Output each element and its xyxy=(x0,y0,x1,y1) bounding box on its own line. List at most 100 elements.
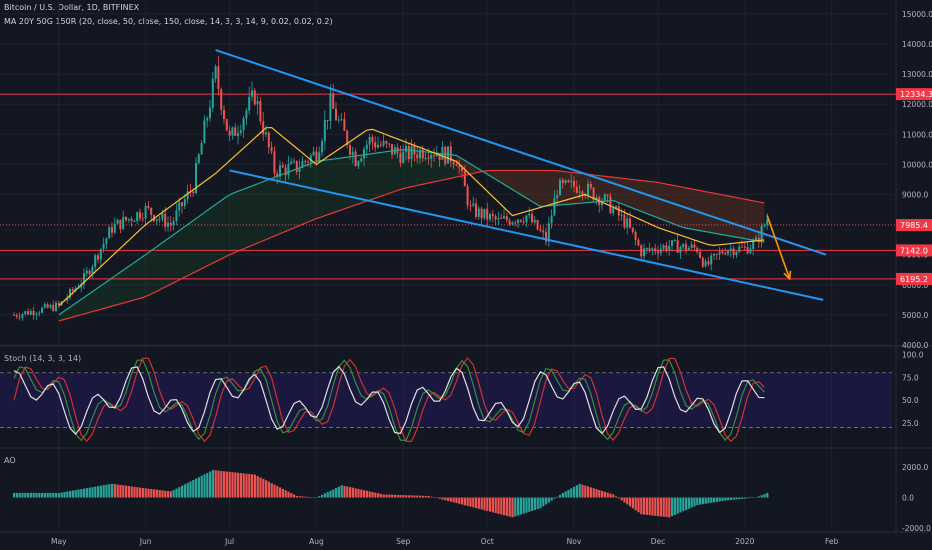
ao-bar xyxy=(88,487,91,498)
ao-bar xyxy=(662,497,665,517)
ao-bar xyxy=(290,493,293,498)
candle-body xyxy=(29,310,32,315)
candle-body xyxy=(463,171,466,187)
ao-bar xyxy=(615,496,618,498)
candle-body xyxy=(125,216,127,221)
ao-axis-tick: 2000.0 xyxy=(902,463,928,472)
candle-body xyxy=(181,202,183,206)
candle-body xyxy=(617,206,620,216)
ao-bar xyxy=(732,497,735,500)
candle-body xyxy=(206,118,209,121)
ao-bar xyxy=(637,497,640,513)
candle-body xyxy=(584,195,587,197)
ao-bar xyxy=(237,472,240,498)
ao-bar xyxy=(589,487,592,498)
candle-body xyxy=(304,161,307,163)
candle-body xyxy=(738,246,741,252)
ao-bar xyxy=(281,488,284,498)
candle-body xyxy=(550,215,553,224)
ao-bar xyxy=(133,486,136,498)
ao-bar xyxy=(108,484,111,498)
candle-body xyxy=(480,208,483,219)
candle-body xyxy=(561,180,564,183)
ao-bar xyxy=(547,497,550,503)
ao-bar xyxy=(357,488,360,498)
candle-body xyxy=(704,261,707,267)
candle-body xyxy=(654,248,657,252)
candle-body xyxy=(587,183,589,196)
ao-bar xyxy=(472,497,475,508)
ao-bar xyxy=(155,489,158,498)
ao-bar xyxy=(449,497,452,502)
ao-bar xyxy=(433,497,436,498)
candle-body xyxy=(111,227,113,233)
ao-bar xyxy=(323,493,326,498)
ao-bar xyxy=(704,497,707,504)
candle-body xyxy=(447,146,449,164)
ao-bar xyxy=(469,497,472,507)
candle-body xyxy=(97,255,99,260)
ao-bar xyxy=(150,489,153,498)
candle-body xyxy=(419,149,421,159)
ao-bar xyxy=(365,490,368,498)
price-label-box xyxy=(896,272,932,285)
candle-body xyxy=(679,247,682,253)
candle-body xyxy=(592,187,595,200)
candle-body xyxy=(377,144,379,148)
ao-bar xyxy=(391,494,394,498)
ao-bar xyxy=(312,497,315,498)
ao-bar xyxy=(332,489,335,498)
ao-bar xyxy=(480,497,483,510)
ma20-line xyxy=(58,126,765,307)
ao-bar xyxy=(486,497,489,511)
candle-body xyxy=(477,208,480,217)
ao-bar xyxy=(587,486,590,498)
price-axis-tick: 6000.0 xyxy=(902,281,928,290)
candle-body xyxy=(32,310,35,316)
candle-body xyxy=(85,270,88,274)
candle-body xyxy=(511,222,514,225)
candle-body xyxy=(220,89,223,110)
ao-bar xyxy=(531,497,534,511)
candle-body xyxy=(203,120,206,144)
candle-body xyxy=(724,253,727,255)
ao-bar xyxy=(477,497,480,509)
ao-bar xyxy=(766,492,769,498)
ao-bar xyxy=(626,497,629,505)
ao-bar xyxy=(413,495,416,498)
candle-body xyxy=(637,239,640,246)
candle-body xyxy=(612,208,615,214)
ao-bar xyxy=(421,495,424,498)
candle-body xyxy=(631,227,634,232)
ao-bar xyxy=(676,497,679,514)
ao-bar xyxy=(550,497,553,501)
candle-body xyxy=(662,245,665,249)
ao-bar xyxy=(223,471,226,498)
candle-body xyxy=(192,191,195,193)
candle-body xyxy=(368,136,371,145)
candle-body xyxy=(483,208,486,219)
candle-body xyxy=(318,152,321,162)
candle-body xyxy=(321,141,323,153)
candle-body xyxy=(15,314,18,317)
candle-body xyxy=(430,155,433,159)
price-label-box xyxy=(896,219,932,232)
candle-body xyxy=(309,155,312,163)
ao-bar xyxy=(699,497,702,505)
candle-body xyxy=(715,253,718,255)
candle-body xyxy=(169,222,172,226)
ao-bar xyxy=(130,486,133,498)
ao-bar xyxy=(125,485,128,498)
ao-bar xyxy=(396,494,399,498)
candle-body xyxy=(682,243,685,248)
candle-body xyxy=(349,145,351,155)
candle-body xyxy=(461,167,463,172)
ao-bar xyxy=(419,495,422,498)
ao-bar xyxy=(564,491,567,498)
candle-body xyxy=(718,251,721,255)
candle-body xyxy=(578,191,581,193)
ao-bar xyxy=(85,488,88,498)
candle-body xyxy=(601,201,603,206)
